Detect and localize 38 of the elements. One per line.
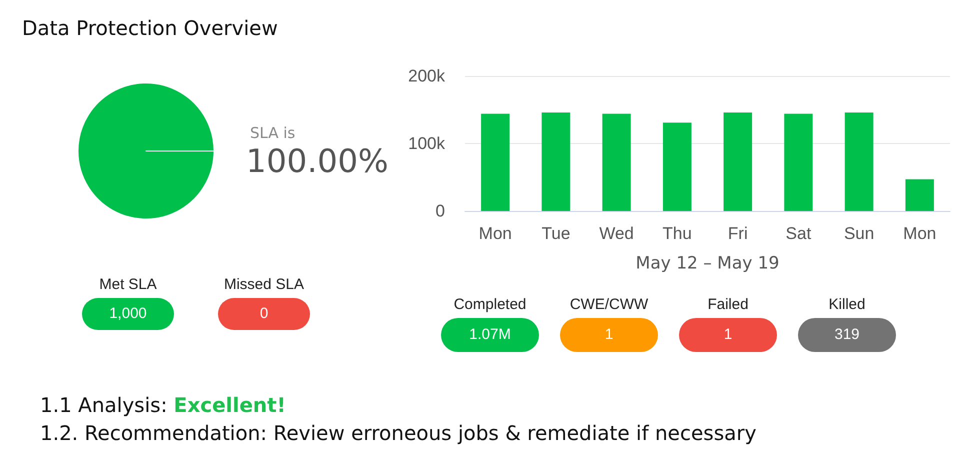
text: 1 [604, 326, 614, 343]
bar [481, 114, 510, 211]
x-tick-label: Sun [844, 224, 874, 243]
text: SLA is [250, 124, 296, 142]
text: Excellent! [174, 393, 286, 417]
y-tick-label: 0 [436, 202, 445, 220]
text: 0 [260, 305, 268, 322]
category-label: Killed [828, 296, 866, 313]
category-label: CWE/CWW [568, 296, 650, 313]
text: 1.07M [469, 326, 511, 343]
text: 1.2. Recommendation: Review erroneous jobs & remediate if necessary [40, 421, 756, 445]
text: 1 [724, 326, 732, 343]
x-tick-label: Tue [542, 224, 570, 243]
bar [662, 122, 692, 211]
category-label: Missed SLA [224, 276, 304, 293]
bar [602, 114, 631, 211]
x-axis-title: May 12 – May 19 [636, 254, 780, 274]
y-tick-label: 200k [408, 66, 446, 86]
x-tick-label: Fri [728, 224, 748, 243]
x-tick-label: Mon [903, 224, 936, 243]
bar [724, 112, 752, 211]
x-tick-label: Wed [599, 224, 634, 243]
category-label: Failed [706, 296, 750, 313]
bar [542, 112, 570, 211]
text: 100.00% [246, 142, 388, 180]
x-tick-label: Sat [786, 224, 812, 243]
bar [844, 112, 874, 211]
text: 319 [834, 326, 860, 343]
data-label: 1,000 [82, 298, 174, 330]
category-label: Completed [452, 296, 528, 313]
bar [905, 179, 934, 211]
text: 1.1 Analysis: [40, 393, 168, 417]
bar [784, 114, 813, 211]
x-tick-label: Mon [478, 224, 512, 243]
x-tick-label: Thu [662, 224, 692, 243]
chart-title: Data Protection Overview [22, 16, 278, 40]
slice-label: Met SLA [98, 276, 158, 293]
y-tick-label: 100k [408, 134, 446, 153]
